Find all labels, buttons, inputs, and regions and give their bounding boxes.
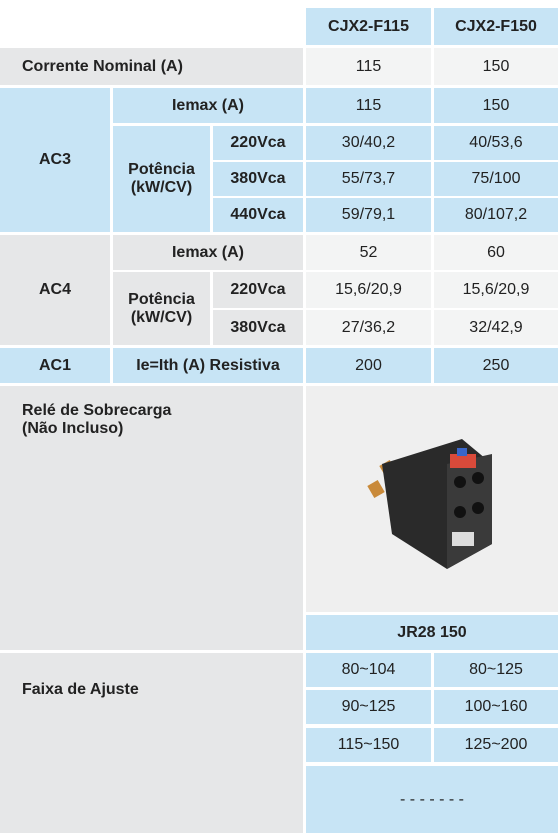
group-label: AC4 bbox=[0, 235, 110, 345]
value-cell: 80~104 bbox=[306, 653, 431, 687]
row-label: Iemax (A) bbox=[113, 88, 303, 123]
value-cell: 30/40,2 bbox=[306, 126, 431, 160]
group-label: AC1 bbox=[0, 348, 110, 383]
value-cell: 115~150 bbox=[306, 728, 431, 762]
value-cell: 125~200 bbox=[434, 728, 558, 762]
value-cell: 27/36,2 bbox=[306, 310, 431, 345]
column-header: CJX2-F150 bbox=[434, 8, 558, 45]
relay-image-area bbox=[306, 386, 558, 612]
voltage-label: 220Vca bbox=[213, 272, 303, 308]
value-cell: 100~160 bbox=[434, 690, 558, 724]
voltage-label: 380Vca bbox=[213, 162, 303, 196]
placeholder: - - - - - - - bbox=[306, 766, 558, 833]
value-cell: 115 bbox=[306, 88, 431, 123]
group-label: AC3 bbox=[0, 88, 110, 232]
voltage-label: 440Vca bbox=[213, 198, 303, 232]
relay-image bbox=[367, 439, 492, 569]
value-cell: 15,6/20,9 bbox=[306, 272, 431, 308]
row-label: Potência (kW/CV) bbox=[113, 272, 210, 345]
value-cell: 250 bbox=[434, 348, 558, 383]
value-cell: 115 bbox=[306, 48, 431, 85]
relay-model: JR28 150 bbox=[306, 615, 558, 650]
row-label: Relé de Sobrecarga (Não Incluso) bbox=[0, 386, 303, 650]
value-cell: 90~125 bbox=[306, 690, 431, 724]
voltage-label: 380Vca bbox=[213, 310, 303, 345]
row-label: Corrente Nominal (A) bbox=[0, 48, 303, 85]
value-cell: 52 bbox=[306, 235, 431, 270]
value-cell: 75/100 bbox=[434, 162, 558, 196]
value-cell: 59/79,1 bbox=[306, 198, 431, 232]
value-cell: 15,6/20,9 bbox=[434, 272, 558, 308]
value-cell: 80/107,2 bbox=[434, 198, 558, 232]
row-label: Faixa de Ajuste bbox=[0, 653, 303, 833]
value-cell: 150 bbox=[434, 48, 558, 85]
value-cell: 200 bbox=[306, 348, 431, 383]
value-cell: 40/53,6 bbox=[434, 126, 558, 160]
row-label: Ie=Ith (A) Resistiva bbox=[113, 348, 303, 383]
value-cell: 55/73,7 bbox=[306, 162, 431, 196]
voltage-label: 220Vca bbox=[213, 126, 303, 160]
value-cell: 150 bbox=[434, 88, 558, 123]
value-cell: 60 bbox=[434, 235, 558, 270]
row-label: Potência (kW/CV) bbox=[113, 126, 210, 232]
column-header: CJX2-F115 bbox=[306, 8, 431, 45]
row-label: Iemax (A) bbox=[113, 235, 303, 270]
value-cell: 80~125 bbox=[434, 653, 558, 687]
value-cell: 32/42,9 bbox=[434, 310, 558, 345]
